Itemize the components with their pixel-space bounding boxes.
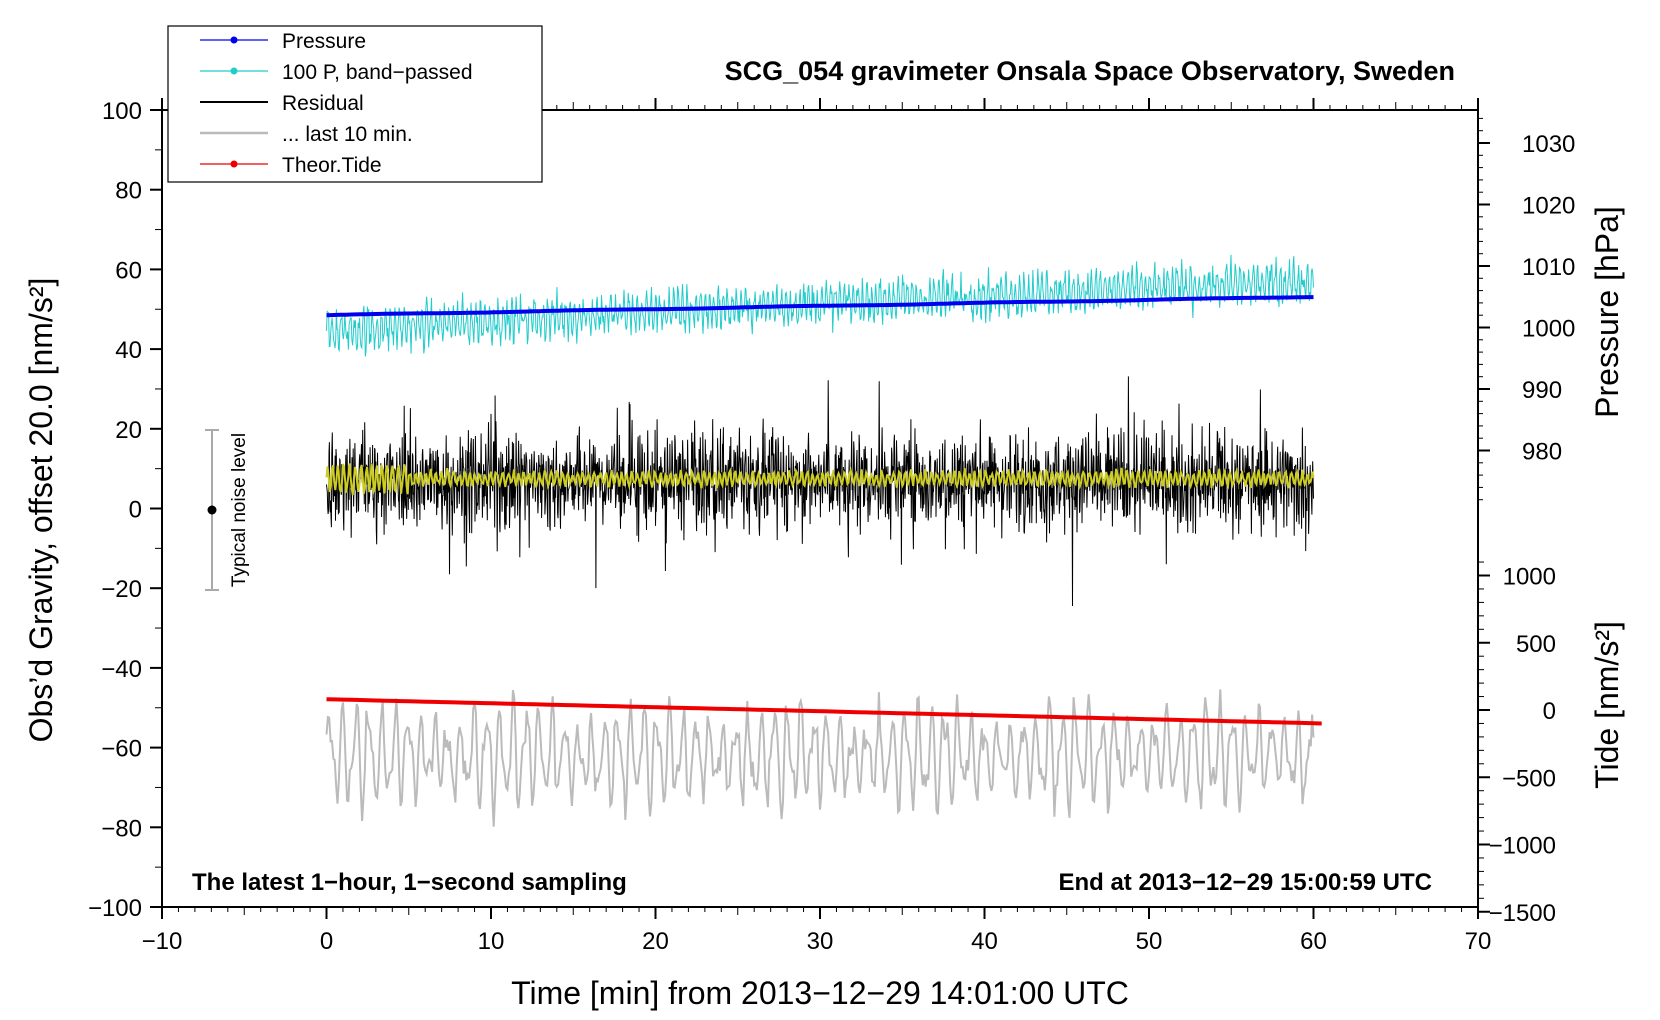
y-tick-label: −100 bbox=[88, 895, 142, 922]
noise-center-dot bbox=[207, 505, 217, 515]
legend-label-band-passed: 100 P, band−passed bbox=[282, 61, 473, 84]
x-tick-label: 30 bbox=[807, 928, 834, 955]
last-10-min-series bbox=[325, 689, 1315, 827]
chart-title: SCG_054 gravimeter Onsala Space Observat… bbox=[725, 56, 1455, 86]
end-time-note: End at 2013−12−29 15:00:59 UTC bbox=[1058, 869, 1432, 896]
band-passed-pressure-series bbox=[326, 254, 1314, 357]
legend-label-theor-tide: Theor.Tide bbox=[282, 154, 382, 177]
pressure-axis-title: Pressure [hPa] bbox=[1589, 206, 1625, 418]
residual-series bbox=[326, 376, 1314, 607]
last-10-min-line bbox=[325, 689, 1315, 827]
pressure-tick-label: 1010 bbox=[1522, 254, 1575, 281]
x-tick-label: 60 bbox=[1300, 928, 1327, 955]
legend-marker-pressure bbox=[230, 36, 238, 44]
legend-item-theor-tide: Theor.Tide bbox=[200, 154, 382, 177]
y-tick-label: −40 bbox=[101, 656, 142, 683]
residual-smoothed-series bbox=[325, 463, 1315, 496]
legend-item-residual: Residual bbox=[200, 92, 364, 115]
pressure-tick-label: 1020 bbox=[1522, 193, 1575, 220]
x-axis-title: Time [min] from 2013−12−29 14:01:00 UTC bbox=[511, 975, 1129, 1011]
pressure-axis-ticks: 1030 1020 1010 1000 990 980 bbox=[1478, 117, 1575, 501]
pressure-tick-label: 1000 bbox=[1522, 316, 1575, 343]
y-tick-label: 100 bbox=[102, 98, 142, 125]
legend-box bbox=[167, 25, 543, 183]
legend-label-residual: Residual bbox=[282, 92, 364, 115]
y-axis-ticks: 100 80 60 40 20 0 −20 −40 −60 −80 −100 bbox=[88, 98, 162, 922]
x-axis-ticks: −10 0 10 20 30 40 50 60 70 bbox=[142, 98, 1492, 955]
x-tick-label: 20 bbox=[642, 928, 669, 955]
theoretical-tide-series bbox=[326, 697, 1322, 726]
legend-item-last-10-min: ... last 10 min. bbox=[200, 123, 413, 146]
y-tick-label: 40 bbox=[115, 337, 142, 364]
y-tick-label: 60 bbox=[115, 257, 142, 284]
y-tick-label: −20 bbox=[101, 576, 142, 603]
legend: Pressure 100 P, band−passed Residual ...… bbox=[167, 25, 543, 183]
residual-line bbox=[326, 376, 1314, 607]
y-axis-title: Obs’d Gravity, offset 20.0 [nm/s²] bbox=[23, 278, 59, 743]
noise-level-marker: Typical noise level bbox=[205, 429, 250, 591]
legend-marker-theor-tide bbox=[230, 160, 238, 168]
x-tick-label: 0 bbox=[320, 928, 333, 955]
band-passed-line bbox=[326, 254, 1314, 357]
tide-axis-ticks: 1000 500 0 −500 −1000 −1500 bbox=[1478, 561, 1556, 927]
legend-label-last-10-min: ... last 10 min. bbox=[282, 123, 413, 146]
y-tick-label: 80 bbox=[115, 178, 142, 205]
theoretical-tide-line bbox=[326, 697, 1322, 726]
tide-tick-label: −500 bbox=[1502, 765, 1556, 792]
tide-tick-label: −1000 bbox=[1489, 833, 1556, 860]
x-tick-label: −10 bbox=[142, 928, 183, 955]
x-tick-label: 70 bbox=[1465, 928, 1492, 955]
legend-item-pressure: Pressure bbox=[200, 30, 366, 53]
tide-axis-title: Tide [nm/s²] bbox=[1589, 621, 1625, 789]
pressure-line bbox=[326, 295, 1314, 318]
tide-tick-label: 0 bbox=[1543, 698, 1556, 725]
tide-tick-label: 500 bbox=[1516, 631, 1556, 658]
tide-tick-label: 1000 bbox=[1503, 564, 1556, 591]
y-tick-label: −60 bbox=[101, 736, 142, 763]
y-tick-label: 0 bbox=[129, 497, 142, 524]
x-tick-label: 10 bbox=[478, 928, 505, 955]
pressure-tick-label: 1030 bbox=[1522, 131, 1575, 158]
legend-label-pressure: Pressure bbox=[282, 30, 366, 53]
x-tick-label: 40 bbox=[971, 928, 998, 955]
sampling-note: The latest 1−hour, 1−second sampling bbox=[192, 869, 627, 896]
pressure-tick-label: 990 bbox=[1522, 377, 1562, 404]
y-tick-label: 20 bbox=[115, 417, 142, 444]
residual-smoothed-line bbox=[325, 463, 1315, 496]
y-tick-label: −80 bbox=[101, 815, 142, 842]
noise-label: Typical noise level bbox=[229, 433, 250, 587]
legend-marker-band-passed bbox=[230, 67, 238, 75]
pressure-series bbox=[326, 295, 1314, 318]
pressure-tick-label: 980 bbox=[1522, 439, 1562, 466]
legend-item-band-passed: 100 P, band−passed bbox=[200, 61, 473, 84]
tide-tick-label: −1500 bbox=[1489, 900, 1556, 927]
x-tick-label: 50 bbox=[1136, 928, 1163, 955]
